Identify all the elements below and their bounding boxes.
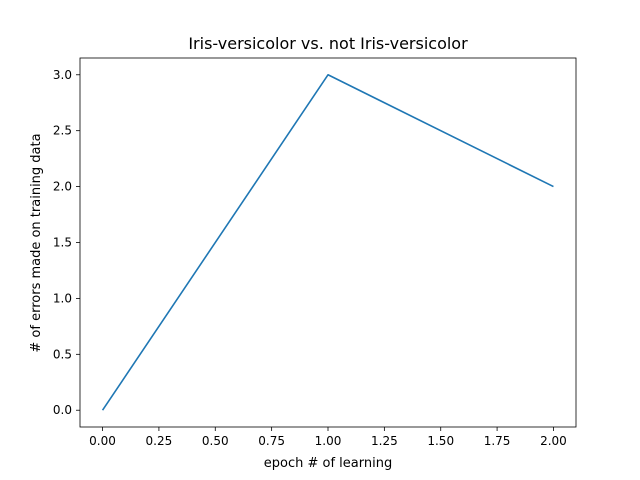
y-tick-label: 0.0 [53,403,72,417]
series-line [101,73,554,411]
y-tick-label: 3.0 [53,68,72,82]
plot-area [79,57,577,428]
y-tick-label: 2.0 [53,180,72,194]
y-axis-ticks: 0.0 0.5 1.0 1.5 2.0 2.5 3.0 [53,68,80,417]
y-tick-label: 1.5 [53,236,72,250]
x-tick-label: 1.25 [371,434,398,448]
y-tick-label: 0.5 [53,347,72,361]
x-tick-label: 0.00 [89,434,116,448]
x-tick-label: 1.75 [484,434,511,448]
y-tick-label: 1.0 [53,291,72,305]
x-axis-label: epoch # of learning [264,456,392,471]
y-tick-label: 2.5 [53,124,72,138]
series-layer [101,73,554,411]
x-tick-label: 0.25 [146,434,173,448]
x-tick-label: 1.50 [427,434,454,448]
x-tick-label: 0.50 [202,434,229,448]
plot-frame [79,57,577,428]
x-tick-label: 0.75 [258,434,285,448]
x-tick-label: 2.00 [540,434,567,448]
x-axis-ticks: 0.00 0.25 0.50 0.75 1.00 1.25 1.50 1.75 2.00 [89,427,567,448]
y-axis-label: # of errors made on training data [29,133,44,352]
x-tick-label: 1.00 [315,434,342,448]
chart-title: Iris-versicolor vs. not Iris-versicolor [188,34,468,53]
